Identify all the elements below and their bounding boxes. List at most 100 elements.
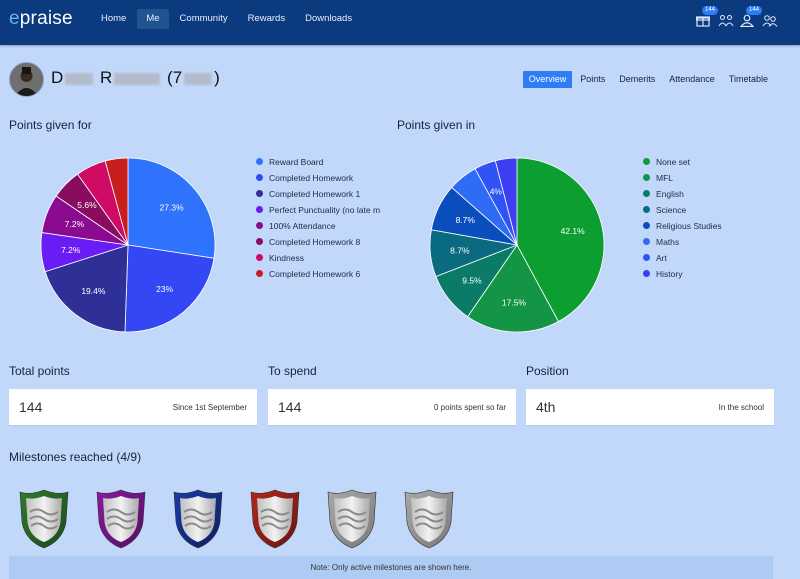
nav-downloads[interactable]: Downloads xyxy=(305,13,353,24)
nav-home[interactable]: Home xyxy=(101,13,127,24)
legend-label: Maths xyxy=(656,237,680,247)
points-given-in-chart: 42.1% 17.5% 9.5% 8.7% 8.7% 4% xyxy=(429,157,605,333)
epraise-logo[interactable]: epraise xyxy=(9,8,73,29)
users-icon[interactable] xyxy=(762,8,778,30)
nav-me[interactable]: Me xyxy=(137,9,169,29)
pie-slice-1-7[interactable] xyxy=(494,157,518,246)
tab-points[interactable]: Points xyxy=(580,74,606,84)
legend-swatch xyxy=(643,254,650,261)
to-spend-value: 144 xyxy=(278,399,302,415)
header-icons: 144 144 xyxy=(696,6,778,30)
milestone-shield-icon[interactable] xyxy=(18,488,70,550)
legend-item-1-1[interactable]: MFL xyxy=(643,173,763,183)
legend-swatch xyxy=(643,174,650,181)
legend-label: History xyxy=(656,269,683,279)
points-given-in-title: Points given in xyxy=(397,118,476,132)
milestone-shield-icon[interactable] xyxy=(95,488,147,550)
student-name: D R (7) xyxy=(51,68,220,87)
milestone-shield-icon[interactable] xyxy=(326,488,378,550)
legend-item-1-2[interactable]: English xyxy=(643,189,763,199)
legend-swatch xyxy=(643,158,650,165)
legend-item-0-2[interactable]: Completed Homework 1 xyxy=(256,189,381,199)
position-subtext: In the school xyxy=(718,403,764,412)
legend-item-0-1[interactable]: Completed Homework xyxy=(256,173,381,183)
pie-label-1-0: 42.1% xyxy=(561,226,586,236)
legend-item-0-6[interactable]: Kindness xyxy=(256,253,381,263)
milestone-shield-icon[interactable] xyxy=(172,488,224,550)
pie-label-0-5: 5.6% xyxy=(77,200,97,210)
legend-swatch xyxy=(643,190,650,197)
legend-swatch xyxy=(256,190,263,197)
legend-label: Reward Board xyxy=(269,157,324,167)
pie-slice-0-7[interactable] xyxy=(104,157,129,246)
top-navbar: epraise Home Me Community Rewards Downlo… xyxy=(0,0,800,45)
legend-swatch xyxy=(256,238,263,245)
points-given-for-chart: 27.3% 23% 19.4% 7.2% 7.2% 5.6% xyxy=(40,157,216,333)
community-icon[interactable] xyxy=(718,8,734,30)
legend-swatch xyxy=(256,254,263,261)
legend-item-1-5[interactable]: Maths xyxy=(643,237,763,247)
pie-label-1-3: 8.7% xyxy=(450,246,470,256)
legend-label: Kindness xyxy=(269,253,304,263)
legend-item-0-3[interactable]: Perfect Punctuality (no late m xyxy=(256,205,381,215)
points-given-in-legend: None set MFL English Science Religious Studi… xyxy=(643,157,763,285)
legend-item-0-5[interactable]: Completed Homework 8 xyxy=(256,237,381,247)
legend-swatch xyxy=(256,222,263,229)
legend-label: English xyxy=(656,189,684,199)
legend-label: Science xyxy=(656,205,687,215)
legend-swatch xyxy=(256,174,263,181)
tab-timetable[interactable]: Timetable xyxy=(728,74,768,84)
legend-item-1-6[interactable]: Art xyxy=(643,253,763,263)
legend-label: Completed Homework 8 xyxy=(269,237,361,247)
legend-swatch xyxy=(643,206,650,213)
position-card: 4th In the school xyxy=(526,389,774,425)
legend-item-1-0[interactable]: None set xyxy=(643,157,763,167)
pie-label-1-1: 17.5% xyxy=(502,297,527,307)
milestone-shield-icon[interactable] xyxy=(403,488,455,550)
nav-rewards[interactable]: Rewards xyxy=(247,13,286,24)
milestone-shields xyxy=(18,488,455,550)
legend-label: None set xyxy=(656,157,691,167)
position-title: Position xyxy=(526,364,569,378)
tab-demerits[interactable]: Demerits xyxy=(619,74,656,84)
legend-swatch xyxy=(256,158,263,165)
to-spend-card: 144 0 points spent so far xyxy=(268,389,516,425)
total-points-card: 144 Since 1st September xyxy=(9,389,257,425)
legend-label: Completed Homework 6 xyxy=(269,269,361,279)
legend-item-1-4[interactable]: Religious Studies xyxy=(643,221,763,231)
redacted-form xyxy=(184,72,213,85)
total-points-subtext: Since 1st September xyxy=(172,403,247,412)
avatar xyxy=(9,62,44,97)
legend-item-0-0[interactable]: Reward Board xyxy=(256,157,381,167)
total-points-value: 144 xyxy=(19,399,43,415)
legend-item-0-7[interactable]: Completed Homework 6 xyxy=(256,269,381,279)
user-icon[interactable]: 144 xyxy=(740,6,763,30)
pie-slice-0-2[interactable] xyxy=(44,244,129,333)
milestone-shield-icon[interactable] xyxy=(249,488,301,550)
legend-item-0-4[interactable]: 100% Attendance xyxy=(256,221,381,231)
legend-item-1-3[interactable]: Science xyxy=(643,205,763,215)
legend-label: 100% Attendance xyxy=(269,221,336,231)
pie-label-0-0: 27.3% xyxy=(160,203,185,213)
main-nav: Home Me Community Rewards Downloads xyxy=(92,9,363,29)
tab-overview[interactable]: Overview xyxy=(522,71,573,88)
pie-slice-0-0[interactable] xyxy=(127,157,216,259)
pie-slice-0-1[interactable] xyxy=(124,244,215,333)
pie-slice-1-1[interactable] xyxy=(467,244,559,333)
gift-badge: 144 xyxy=(702,6,719,15)
pie-label-0-1: 23% xyxy=(156,284,173,294)
tab-attendance[interactable]: Attendance xyxy=(669,74,715,84)
legend-label: Perfect Punctuality (no late m xyxy=(269,205,381,215)
pie-label-1-6: 4% xyxy=(490,187,503,197)
legend-label: MFL xyxy=(656,173,673,183)
legend-label: Art xyxy=(656,253,667,263)
legend-swatch xyxy=(256,270,263,277)
legend-swatch xyxy=(643,222,650,229)
milestones-note: Note: Only active milestones are shown h… xyxy=(9,556,773,579)
gift-icon[interactable]: 144 xyxy=(696,6,719,30)
nav-community[interactable]: Community xyxy=(179,13,228,24)
legend-label: Religious Studies xyxy=(656,221,722,231)
legend-item-1-7[interactable]: History xyxy=(643,269,763,279)
pie-slice-1-0[interactable] xyxy=(516,157,605,323)
legend-label: Completed Homework 1 xyxy=(269,189,361,199)
